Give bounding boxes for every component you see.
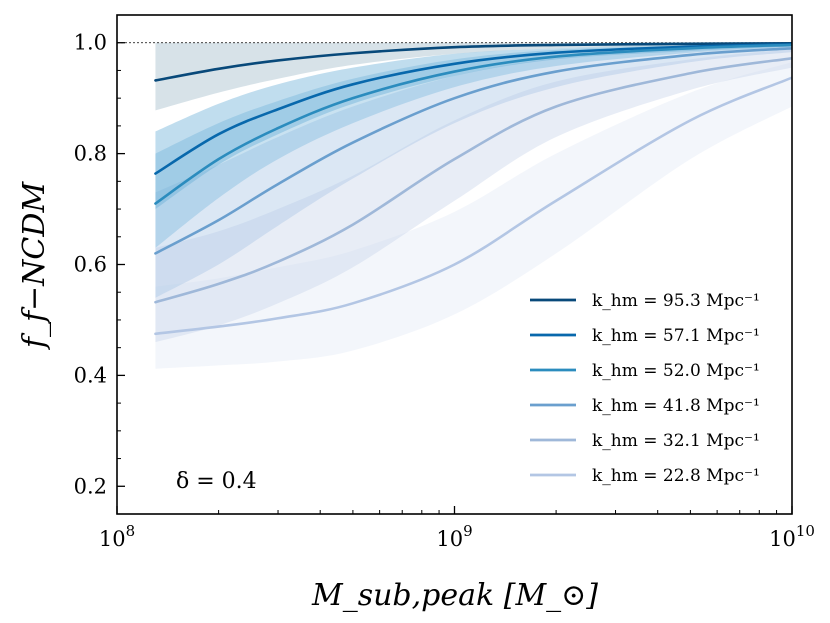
legend: k_hm = 95.3 Mpc⁻¹ k_hm = 57.1 Mpc⁻¹ k_hm =… (530, 291, 760, 486)
y-tick-label: 0.4 (74, 363, 107, 387)
band-95-3 (155, 42, 792, 111)
band-41-8 (155, 44, 792, 298)
y-tick-label: 0.6 (74, 253, 107, 277)
y-tick-label: 1.0 (74, 31, 107, 55)
y-tick-label: 0.2 (74, 474, 107, 498)
x-tick-label: 109 (436, 522, 472, 551)
series-line-95-3 (154, 41, 792, 82)
legend-entry: k_hm = 22.8 Mpc⁻¹ (592, 466, 760, 486)
legend-entry: k_hm = 57.1 Mpc⁻¹ (592, 326, 760, 346)
y-axis-title: f_f−NCDM (17, 181, 52, 351)
delta-annotation: δ = 0.4 (176, 469, 257, 494)
legend-entry: k_hm = 41.8 Mpc⁻¹ (592, 396, 760, 416)
legend-entry: k_hm = 52.0 Mpc⁻¹ (592, 361, 760, 381)
band-52-0 (155, 43, 792, 248)
x-axis-title: M_sub,peak [M_⊙] (311, 578, 598, 613)
band-57-1 (155, 42, 792, 210)
band-32-1 (155, 49, 792, 343)
band-22-8 (155, 62, 792, 369)
x-axis: 108 109 1010 (99, 506, 815, 551)
legend-entry: k_hm = 32.1 Mpc⁻¹ (592, 431, 760, 451)
x-tick-label: 108 (99, 522, 135, 551)
series-line-52-0 (154, 43, 792, 205)
series-line-32-1 (154, 56, 792, 304)
series-lines (154, 41, 792, 336)
legend-entry: k_hm = 95.3 Mpc⁻¹ (592, 291, 760, 311)
series-line-22-8 (154, 76, 792, 336)
series-line-41-8 (154, 46, 792, 255)
y-axis: 0.2 0.4 0.6 0.8 1.0 (74, 31, 125, 498)
uncertainty-bands (155, 42, 792, 369)
y-tick-label: 0.8 (74, 142, 107, 166)
series-line-57-1 (154, 43, 792, 175)
x-tick-label: 1010 (769, 522, 815, 551)
